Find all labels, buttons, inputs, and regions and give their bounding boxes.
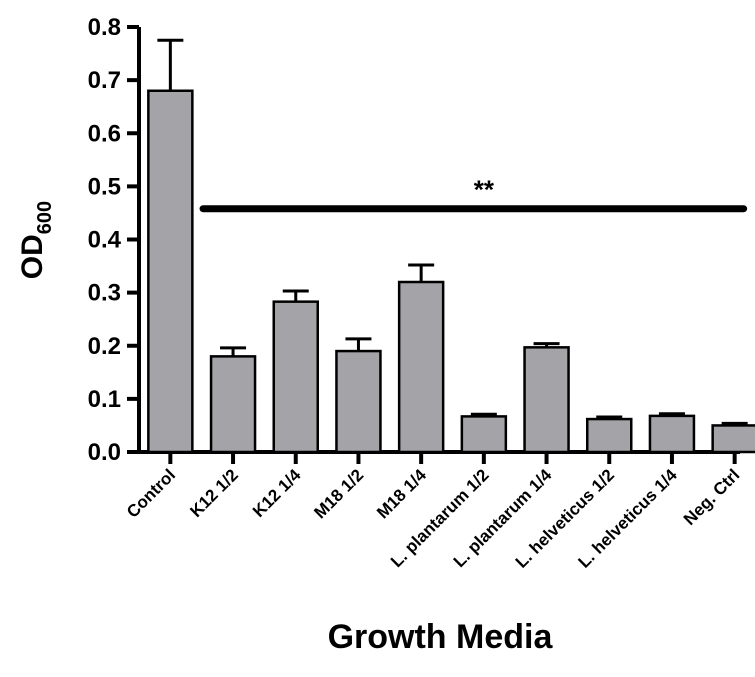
y-tick-label: 0.7 <box>88 67 121 94</box>
bar <box>648 414 696 454</box>
x-tick-label: K12 1/4 <box>249 465 305 521</box>
error-bars <box>157 38 748 426</box>
bar <box>335 349 382 454</box>
y-tick-label: 0.1 <box>88 386 121 413</box>
y-tick-label: 0.3 <box>88 280 121 307</box>
x-tick-labels: Control K12 1/2 K12 1/4 M18 1/2 M18 1/4L. pl… <box>123 452 743 572</box>
y-tick-label: 0.4 <box>88 227 122 254</box>
x-tick-label: M18 1/4 <box>373 465 430 522</box>
y-tick-label: 0.5 <box>88 173 121 200</box>
x-tick-label: Neg. Ctrl <box>680 465 744 529</box>
bar <box>272 300 319 454</box>
bar <box>209 355 257 454</box>
bar <box>586 417 633 454</box>
x-tick-label: M18 1/2 <box>310 465 367 522</box>
y-axis-title-sub: 600 <box>34 201 56 234</box>
significance-annotation: ** <box>199 175 748 213</box>
y-ticks: 0.0 0.1 0.2 0.3 0.4 0.5 0.6 0.7 0.8 <box>88 14 139 466</box>
bar <box>523 346 570 454</box>
bar <box>147 89 194 454</box>
y-axis-title-main: OD <box>16 234 49 279</box>
bars <box>147 89 755 454</box>
y-tick-label: 0.6 <box>88 120 121 147</box>
x-axis-title: Growth Media <box>328 618 554 656</box>
bar <box>711 424 755 454</box>
y-axis-title: OD600 <box>16 201 56 279</box>
x-tick-label: K12 1/2 <box>186 465 242 521</box>
x-tick-label: Control <box>123 465 179 521</box>
bar <box>397 280 445 454</box>
y-tick-label: 0.8 <box>88 14 121 41</box>
y-tick-label: 0.0 <box>88 439 121 466</box>
y-tick-label: 0.2 <box>88 333 121 360</box>
significance-label: ** <box>474 175 495 205</box>
bar <box>460 415 508 454</box>
